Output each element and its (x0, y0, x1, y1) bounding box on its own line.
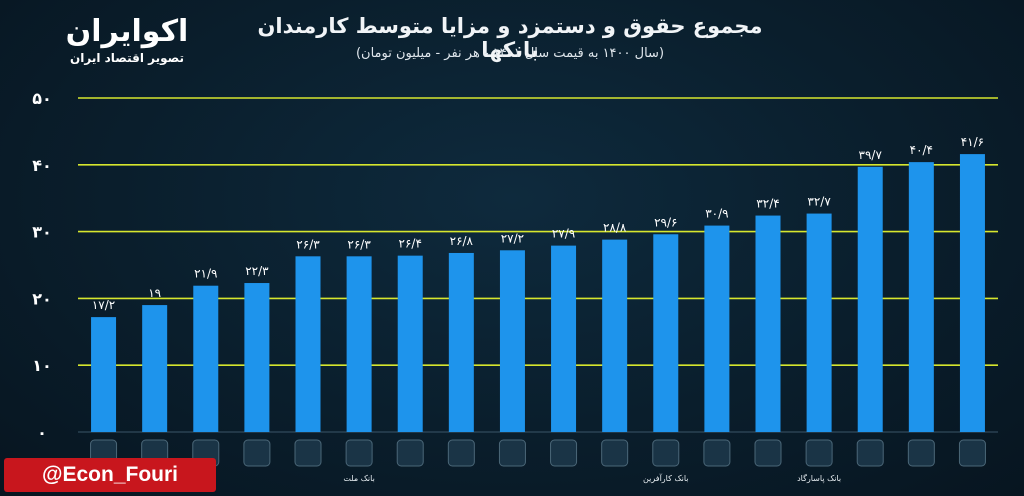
bank-logo-icon (652, 439, 680, 467)
social-handle-badge: @Econ_Fouri (4, 458, 216, 492)
y-tick-label: ۰ (37, 423, 47, 442)
bank-logo-icon (601, 439, 629, 467)
data-label: ۱۷/۲ (92, 298, 115, 312)
brand-name: اکوایران (65, 14, 189, 49)
bar (244, 283, 270, 432)
bar (193, 285, 219, 432)
chart-subtitle: (سال ۱۴۰۰ به قیمت سال ۱۴۰۱ - هر نفر - می… (355, 46, 665, 61)
bar (448, 252, 474, 432)
data-label: ۲۶/۴ (399, 237, 422, 251)
category-label: بانک ملت (343, 474, 374, 483)
brand-tagline: تصویر اقتصاد ایران (70, 51, 184, 65)
data-label: ۴۱/۶ (961, 135, 984, 149)
bar (295, 256, 321, 432)
bank-logo-icon (243, 439, 271, 467)
bank-logo-icon (805, 439, 833, 467)
data-label: ۲۱/۹ (194, 267, 217, 281)
bank-logo-icon (856, 439, 884, 467)
y-tick-label: ۱۰ (32, 356, 52, 375)
data-label: ۳۲/۴ (756, 197, 779, 211)
bar (499, 250, 525, 432)
bank-logo-icon (498, 439, 526, 467)
data-label: ۲۷/۹ (552, 227, 575, 241)
bar (551, 245, 577, 432)
data-label: ۲۹/۶ (654, 215, 677, 229)
data-label: ۱۹ (148, 286, 161, 300)
bar (346, 256, 372, 432)
data-label: ۳۲/۷ (807, 195, 831, 209)
bar (959, 154, 985, 432)
bank-logo-icon (550, 439, 578, 467)
bank-logo-icon (703, 439, 731, 467)
bar (142, 305, 168, 432)
bank-logo-icon (907, 439, 935, 467)
data-label: ۲۶/۳ (296, 237, 320, 251)
data-label: ۲۲/۳ (245, 264, 269, 278)
bank-logo-icon (294, 439, 322, 467)
data-label: ۲۷/۲ (501, 231, 524, 245)
data-label: ۴۰/۴ (910, 143, 933, 157)
data-label: ۳۰/۹ (705, 207, 728, 221)
category-label: بانک پاسارگاد (797, 473, 841, 483)
brand-logo: اکوایران تصویر اقتصاد ایران (62, 14, 192, 66)
y-tick-label: ۳۰ (32, 223, 52, 242)
y-tick-label: ۵۰ (32, 89, 52, 108)
bar (704, 225, 730, 432)
bar (602, 239, 628, 432)
bar (91, 317, 117, 432)
category-label: بانک کارآفرین (643, 473, 688, 483)
bar (857, 166, 883, 432)
bar (755, 215, 781, 432)
bar (397, 255, 423, 432)
data-label: ۲۸/۸ (603, 221, 627, 235)
data-label: ۲۶/۸ (450, 234, 474, 248)
bar (653, 234, 679, 432)
bank-logo-icon (345, 439, 373, 467)
bank-logo-icon (396, 439, 424, 467)
data-label: ۳۹/۷ (859, 148, 883, 162)
chart-title: مجموع حقوق و دستمزد و مزایا متوسط کارمند… (257, 14, 763, 62)
bar (806, 213, 832, 432)
bank-logo-icon (754, 439, 782, 467)
data-label: ۲۶/۳ (347, 237, 371, 251)
bar (908, 162, 934, 433)
y-tick-label: ۴۰ (32, 156, 52, 175)
y-tick-label: ۲۰ (32, 289, 52, 308)
bank-logo-icon (447, 439, 475, 467)
bank-logo-icon (958, 439, 986, 467)
